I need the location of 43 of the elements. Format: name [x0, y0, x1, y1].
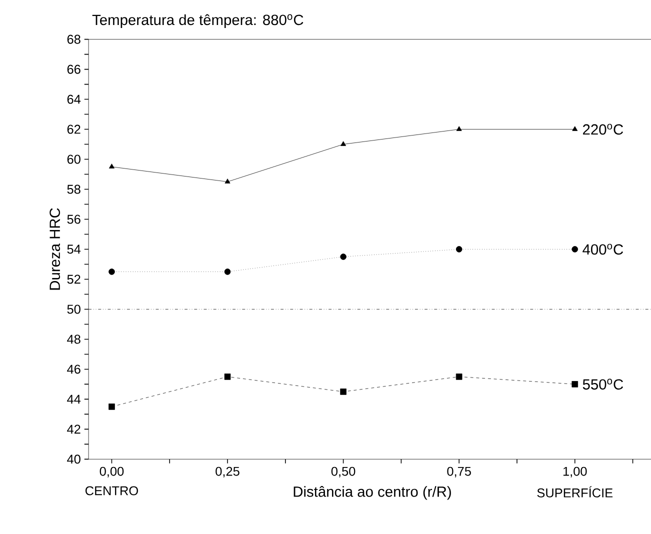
- x-tick-label: 0,00: [100, 466, 124, 478]
- x-tick-label: 0,50: [331, 466, 356, 478]
- y-tick-label: 68: [67, 34, 80, 44]
- y-tick-label: 46: [67, 364, 80, 374]
- point: [572, 381, 578, 388]
- x-axis-title: Distância ao centro (r/R): [294, 486, 451, 500]
- x-tick-label: 1,00: [563, 466, 587, 478]
- point: [224, 374, 231, 380]
- point: [572, 246, 578, 252]
- x-tick-label: 0,25: [216, 466, 240, 478]
- text: CENTRO: [85, 486, 138, 496]
- point: [340, 141, 346, 146]
- y-tick-label: 52: [67, 274, 80, 284]
- y-tick-label: 66: [67, 64, 80, 74]
- point: [108, 164, 114, 168]
- point: [456, 246, 462, 252]
- point: [108, 268, 115, 275]
- point: [224, 268, 231, 275]
- series-label: 220$^{o}$C: [583, 124, 624, 135]
- point: [340, 388, 346, 395]
- y-tick-label: 40: [67, 454, 80, 464]
- y-tick-label: 54: [67, 244, 81, 254]
- y-tick-label: 42: [67, 424, 80, 434]
- point: [572, 126, 578, 131]
- point: [456, 374, 462, 380]
- point: [340, 254, 346, 260]
- point: [224, 178, 230, 184]
- series-label: 400$^{o}$C: [582, 244, 624, 255]
- chart-title: Temperatura de têmpera: 880$^{o}$C: [92, 14, 304, 28]
- x-tick-label: 0,75: [447, 466, 471, 478]
- y-tick-label: 56: [67, 214, 80, 224]
- y-tick-label: 50: [67, 304, 80, 314]
- text: SUPERFÍCIE: [537, 486, 613, 498]
- y-tick-label: 60: [67, 154, 80, 164]
- series-label: 550$^{o}$C: [582, 378, 624, 390]
- y-tick-label: 64: [67, 94, 81, 104]
- y-axis-title: Dureza HRC: [50, 208, 60, 290]
- point: [456, 126, 462, 131]
- y-tick-label: 44: [67, 394, 81, 404]
- point: [108, 404, 115, 410]
- y-tick-label: 58: [67, 184, 80, 194]
- y-tick-label: 48: [67, 334, 80, 344]
- y-tick-label: 62: [67, 124, 80, 134]
